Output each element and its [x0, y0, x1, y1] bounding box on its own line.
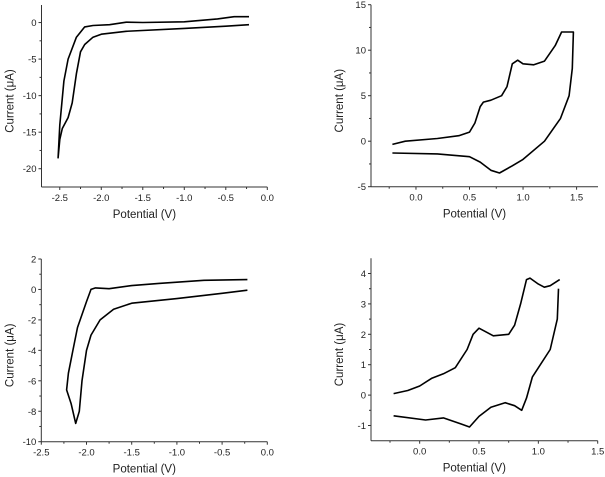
y-tick-label: 0	[31, 18, 36, 29]
x-tick-label: 0.0	[261, 193, 274, 204]
y-tick-label: 5	[361, 91, 366, 102]
y-tick-label: 15	[355, 0, 366, 11]
x-tick-label: 0.0	[409, 193, 422, 204]
y-tick-label: -8	[28, 407, 36, 418]
x-tick-label: 1.5	[591, 447, 604, 458]
x-tick-label: -2.5	[52, 193, 68, 204]
cv-curve	[65, 278, 248, 425]
x-tick-label: -2.5	[33, 448, 49, 459]
x-tick-label: -1.0	[176, 193, 192, 204]
y-tick-label: -4	[28, 346, 36, 357]
y-axis-label: Current (μA)	[334, 69, 346, 133]
x-tick-label: 0.0	[261, 448, 274, 459]
x-tick-label: 0.5	[463, 193, 476, 204]
y-tick-label: 0	[31, 285, 36, 296]
y-tick-label: -2	[28, 315, 36, 326]
panel-2: 0.0 0.5 1.0 1.5 -5 0 5 10 15 Potential (V) Current…	[334, 0, 598, 221]
panel-3: -2.5 -2.0 -1.5 -1.0 -0.5 0.0 2 0 -2 -4 -6 -8 -10 Pote…	[4, 255, 274, 476]
y-tick-label: 3	[361, 299, 366, 310]
x-axis-label: Potential (V)	[443, 463, 506, 475]
cv-curve	[393, 288, 560, 428]
panel-1: -2.5 -2.0 -1.5 -1.0 -0.5 0.0 0 -5 -10 -15 -20 Poten…	[5, 5, 274, 221]
x-axis-label: Potential (V)	[113, 464, 176, 476]
x-tick-label: -2.0	[93, 193, 109, 204]
x-tick-label: -2.0	[78, 448, 94, 459]
y-tick-label: 10	[355, 46, 366, 57]
x-tick-label: 0.0	[413, 447, 426, 458]
x-axis-label: Potential (V)	[443, 209, 506, 221]
x-tick-label: 0.5	[472, 447, 485, 458]
y-axis-label: Current (μA)	[4, 323, 16, 387]
y-tick-label: -1	[358, 421, 366, 432]
x-tick-label: -0.5	[218, 193, 234, 204]
cv-curve	[393, 277, 561, 395]
cv-curve	[392, 31, 575, 174]
x-tick-label: 1.5	[570, 193, 583, 204]
cv-curve	[57, 15, 250, 159]
x-tick-label: -0.5	[214, 448, 230, 459]
y-tick-label: -5	[358, 182, 366, 193]
y-tick-label: 4	[361, 269, 366, 280]
y-axis-label: Current (μA)	[5, 69, 17, 133]
y-tick-label: -5	[28, 55, 36, 66]
x-tick-label: 1.0	[532, 447, 545, 458]
y-tick-label: -10	[23, 91, 37, 102]
x-tick-label: -1.5	[135, 193, 151, 204]
y-tick-label: -6	[28, 376, 36, 387]
y-tick-label: -15	[23, 128, 37, 139]
y-tick-label: 0	[361, 391, 366, 402]
y-tick-label: 2	[361, 330, 366, 341]
y-tick-label: 1	[361, 360, 366, 371]
y-tick-label: 0	[361, 137, 366, 148]
x-tick-label: -1.5	[124, 448, 140, 459]
y-tick-label: -20	[23, 164, 37, 175]
x-tick-label: 1.0	[516, 193, 529, 204]
y-axis-label: Current (μA)	[334, 323, 346, 387]
panel-4: 0.0 0.5 1.0 1.5 -1 0 1 2 3 4 Potential (V) Current …	[334, 258, 604, 475]
y-tick-label: -10	[23, 437, 37, 448]
y-tick-label: 2	[31, 255, 36, 266]
x-tick-label: -1.0	[169, 448, 185, 459]
x-axis-label: Potential (V)	[113, 209, 176, 221]
